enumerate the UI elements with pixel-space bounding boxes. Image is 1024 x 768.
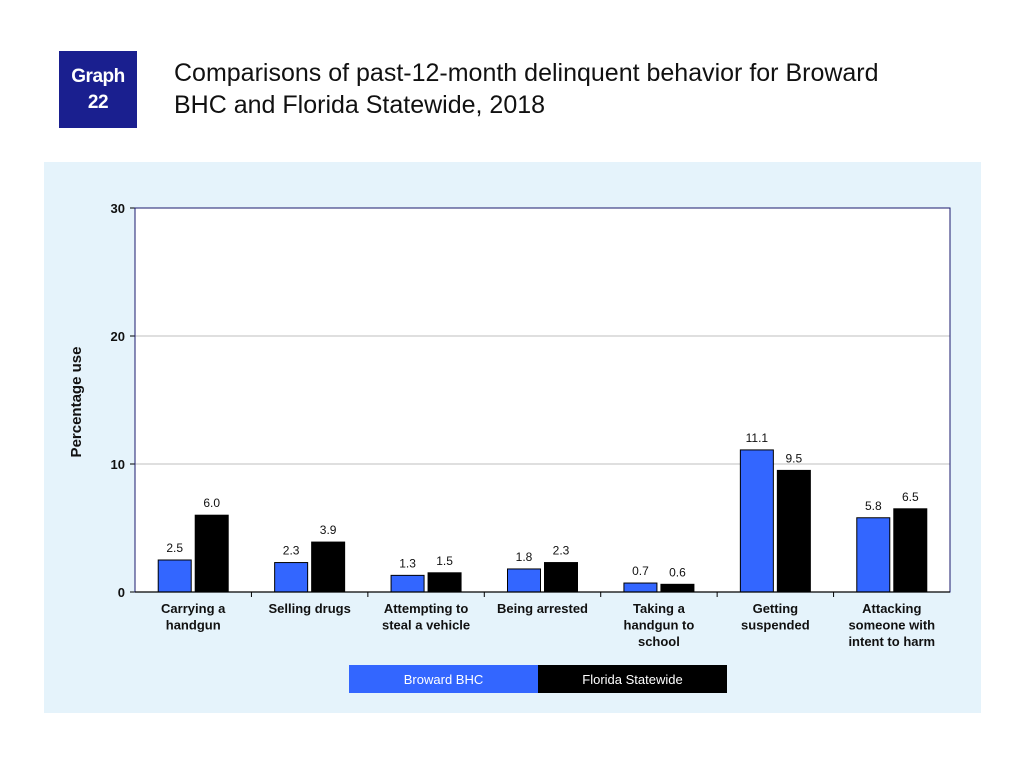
bar-broward (507, 568, 541, 593)
graph-number-badge: Graph 22 (59, 51, 137, 128)
x-tick-label: Attempting to steal a vehicle (382, 601, 470, 633)
bar-broward (856, 517, 891, 593)
chart-panel: 0 10 20 30 Percentage use 2.5 6.0 Carrying a han… (44, 162, 981, 713)
bar-broward (274, 562, 309, 593)
x-tick-label: Selling drugs (268, 601, 350, 616)
x-tick-label-line: intent to harm (848, 634, 935, 649)
x-tick-label-line: Attacking (862, 601, 921, 616)
data-label: 6.5 (902, 490, 919, 504)
slide-title: Comparisons of past-12-month delinquent … (174, 57, 994, 121)
x-tick-label-line: Taking a (633, 601, 686, 616)
data-label: 1.5 (436, 554, 453, 568)
x-tick-label: Carrying a handgun (161, 601, 226, 633)
plot-area (135, 208, 950, 592)
data-label: 0.6 (669, 565, 686, 579)
legend-item-broward: Broward BHC (349, 665, 538, 693)
data-label: 9.5 (786, 451, 803, 465)
x-tick-label-line: someone with (848, 618, 935, 633)
bar-florida (776, 469, 811, 593)
legend-label-florida: Florida Statewide (582, 671, 683, 687)
legend-item-florida: Florida Statewide (538, 665, 727, 693)
y-axis-title: Percentage use (68, 347, 85, 458)
bar-florida (660, 583, 695, 593)
data-label: 1.3 (399, 556, 416, 570)
badge-label: Graph (71, 65, 125, 87)
bar-florida (427, 572, 462, 593)
y-tick-label: 0 (118, 585, 125, 600)
slide-title-line-1: Comparisons of past-12-month delinquent … (174, 59, 879, 87)
x-tick-label-line: steal a vehicle (382, 618, 470, 633)
y-tick-label: 10 (111, 457, 125, 472)
y-tick-label: 30 (111, 201, 125, 216)
bar-florida (194, 514, 229, 593)
x-tick-label-line: suspended (741, 618, 810, 633)
x-tick-label-line: Getting (753, 601, 799, 616)
bar-broward (390, 574, 425, 593)
x-tick-label-line: school (638, 634, 680, 649)
bar-broward (623, 582, 658, 593)
x-tick-label-line: Selling drugs (268, 601, 350, 616)
chart-legend: Broward BHC Florida Statewide (349, 665, 727, 693)
x-tick-label-line: handgun (166, 618, 221, 633)
bar-broward (157, 559, 192, 593)
x-tick-label: Taking a handgun to school (624, 601, 695, 649)
x-tick-label-line: Carrying a (161, 601, 226, 616)
data-label: 5.8 (865, 499, 882, 513)
bar-florida (893, 508, 928, 593)
bar-chart: 0 10 20 30 Percentage use 2.5 6.0 Carrying a han… (68, 201, 951, 649)
data-label: 6.0 (203, 496, 220, 510)
bar-florida (311, 541, 346, 593)
x-tick-label: Attacking someone with intent to harm (848, 601, 935, 649)
data-label: 2.3 (283, 544, 300, 558)
legend-label-broward: Broward BHC (403, 671, 484, 687)
bar-florida (544, 562, 578, 593)
data-label: 0.7 (632, 564, 649, 578)
y-tick-label: 20 (111, 329, 125, 344)
data-label: 1.8 (516, 550, 533, 564)
x-tick-label-line: handgun to (624, 618, 695, 633)
x-tick-label-line: Being arrested (497, 601, 588, 616)
slide-title-line-2: BHC and Florida Statewide, 2018 (174, 91, 546, 119)
x-tick-label-line: Attempting to (384, 601, 469, 616)
data-label: 3.9 (320, 523, 337, 537)
data-label: 2.3 (553, 544, 570, 558)
bar-broward (739, 449, 774, 593)
x-tick-label: Getting suspended (741, 601, 810, 633)
badge-number: 22 (87, 91, 109, 113)
x-tick-label: Being arrested (497, 601, 588, 616)
data-label: 11.1 (746, 431, 769, 445)
data-label: 2.5 (166, 541, 183, 555)
